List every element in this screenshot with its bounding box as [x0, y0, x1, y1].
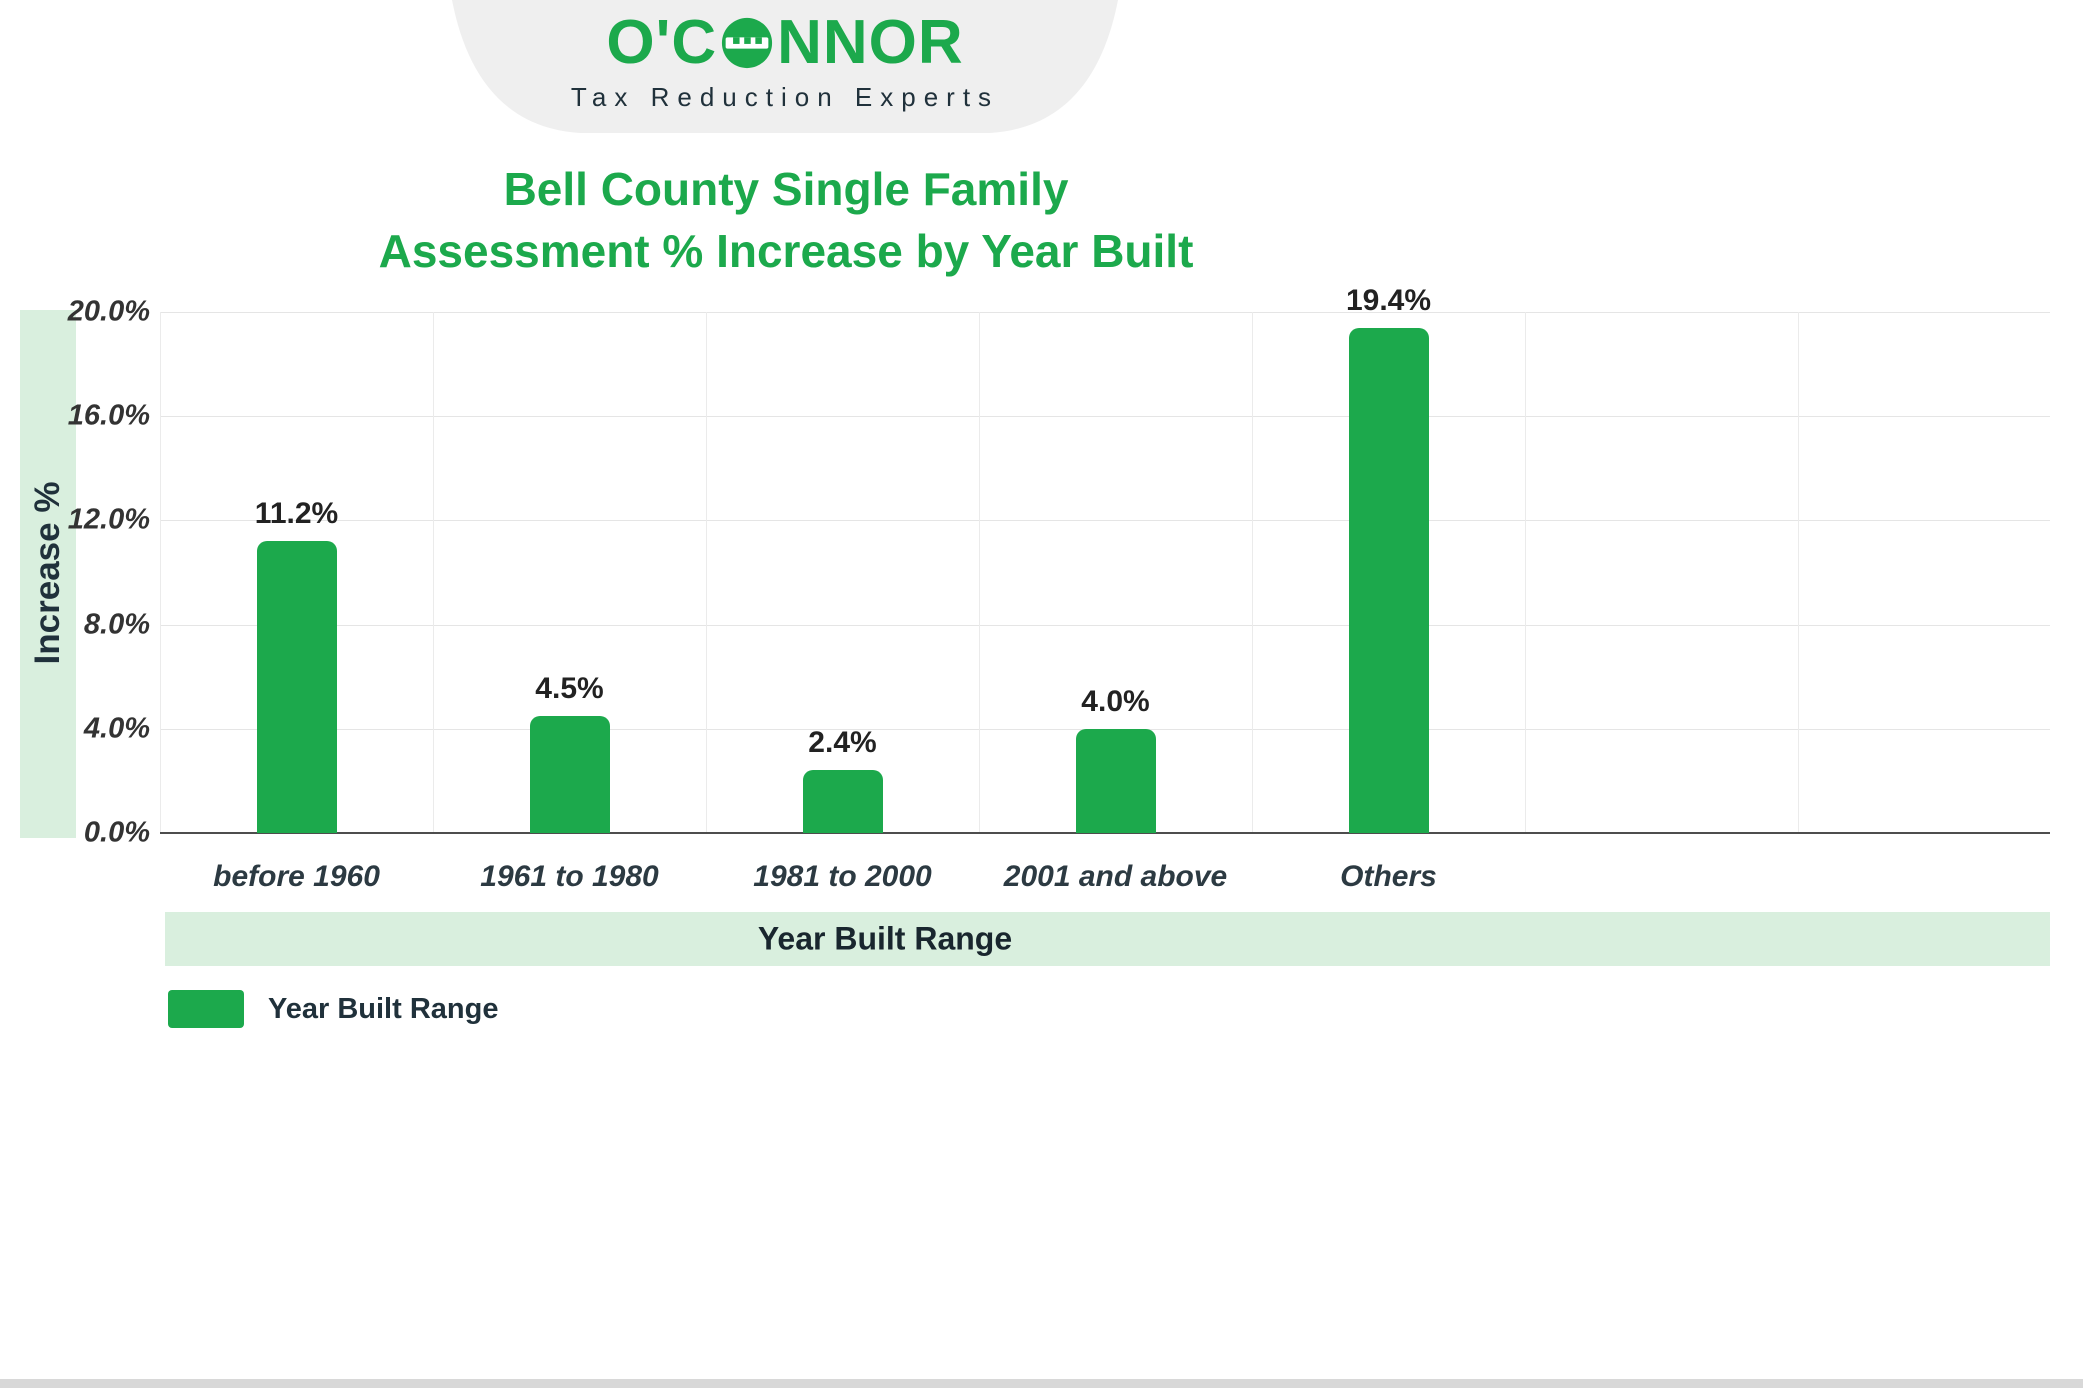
gridline-vertical — [706, 312, 707, 833]
gridline-vertical — [979, 312, 980, 833]
x-axis-band: Year Built Range — [165, 912, 2050, 966]
bar-2 — [529, 716, 610, 833]
brand-name-left: O'C — [606, 8, 718, 77]
legend: Year Built Range — [168, 990, 498, 1028]
bar-value-label: 11.2% — [254, 497, 339, 530]
bar-value-label: 4.5% — [535, 672, 604, 705]
brand-name-right: NNOR — [777, 8, 964, 77]
y-tick-label: 4.0% — [83, 712, 150, 745]
header-blob: O'C NNOR Tax Reduction Experts — [430, 0, 1140, 140]
bar-4 — [1075, 729, 1156, 833]
x-category-label: before 1960 — [213, 860, 380, 893]
bar-3 — [802, 770, 883, 833]
bar-5 — [1348, 328, 1429, 833]
gridline-horizontal — [160, 416, 2050, 418]
chart-title-line2: Assessment % Increase by Year Built — [378, 225, 1194, 277]
bar-value-label: 19.4% — [1345, 284, 1432, 317]
y-tick-label: 0.0% — [83, 816, 150, 849]
gridline-vertical — [433, 312, 434, 833]
bar-value-label: 4.0% — [1081, 685, 1150, 718]
gridline-vertical — [1252, 312, 1253, 833]
bar-1 — [256, 541, 337, 833]
brand-tagline: Tax Reduction Experts — [570, 82, 1000, 112]
x-axis-line — [160, 832, 2050, 834]
x-axis-categories: before 1960 1961 to 1980 1981 to 2000 2001 … — [160, 860, 2050, 904]
gridline-vertical — [1798, 312, 1799, 833]
gridline-horizontal — [160, 312, 2050, 313]
y-axis-band — [20, 310, 76, 838]
y-tick-label: 20.0% — [67, 295, 150, 328]
bar-value-label: 2.4% — [808, 726, 877, 759]
y-axis-ticks: 0.0% 4.0% 8.0% 12.0% 16.0% 20.0% — [0, 296, 150, 849]
x-category-label: 1981 to 2000 — [753, 860, 932, 893]
x-category-label: 1961 to 1980 — [480, 860, 659, 893]
legend-label: Year Built Range — [268, 992, 499, 1025]
x-category-label: 2001 and above — [1003, 860, 1228, 893]
chart-title: Bell County Single Family Assessment % I… — [0, 158, 1572, 282]
legend-swatch — [168, 990, 244, 1028]
y-tick-label: 12.0% — [67, 503, 150, 536]
chart-title-line1: Bell County Single Family — [503, 163, 1069, 215]
plot-area: 11.2% 4.5% 2.4% 4.0% 19.4% — [160, 284, 2050, 834]
blob-shape-graphic — [452, 0, 1118, 133]
brand-o-icon — [722, 17, 773, 69]
footer-strip — [0, 1379, 2083, 1388]
y-tick-label: 8.0% — [83, 608, 150, 641]
brand-logo: O'C NNOR Tax Reduction Experts — [430, 12, 1140, 113]
x-axis-title: Year Built Range — [757, 920, 1013, 957]
gridline-vertical — [160, 312, 161, 833]
gridline-horizontal — [160, 520, 2050, 522]
gridline-horizontal — [160, 624, 2050, 626]
y-tick-label: 16.0% — [67, 399, 150, 432]
gridline-vertical — [1525, 312, 1526, 833]
brand-name: O'C NNOR — [430, 12, 1140, 74]
x-category-label: Others — [1340, 860, 1437, 893]
